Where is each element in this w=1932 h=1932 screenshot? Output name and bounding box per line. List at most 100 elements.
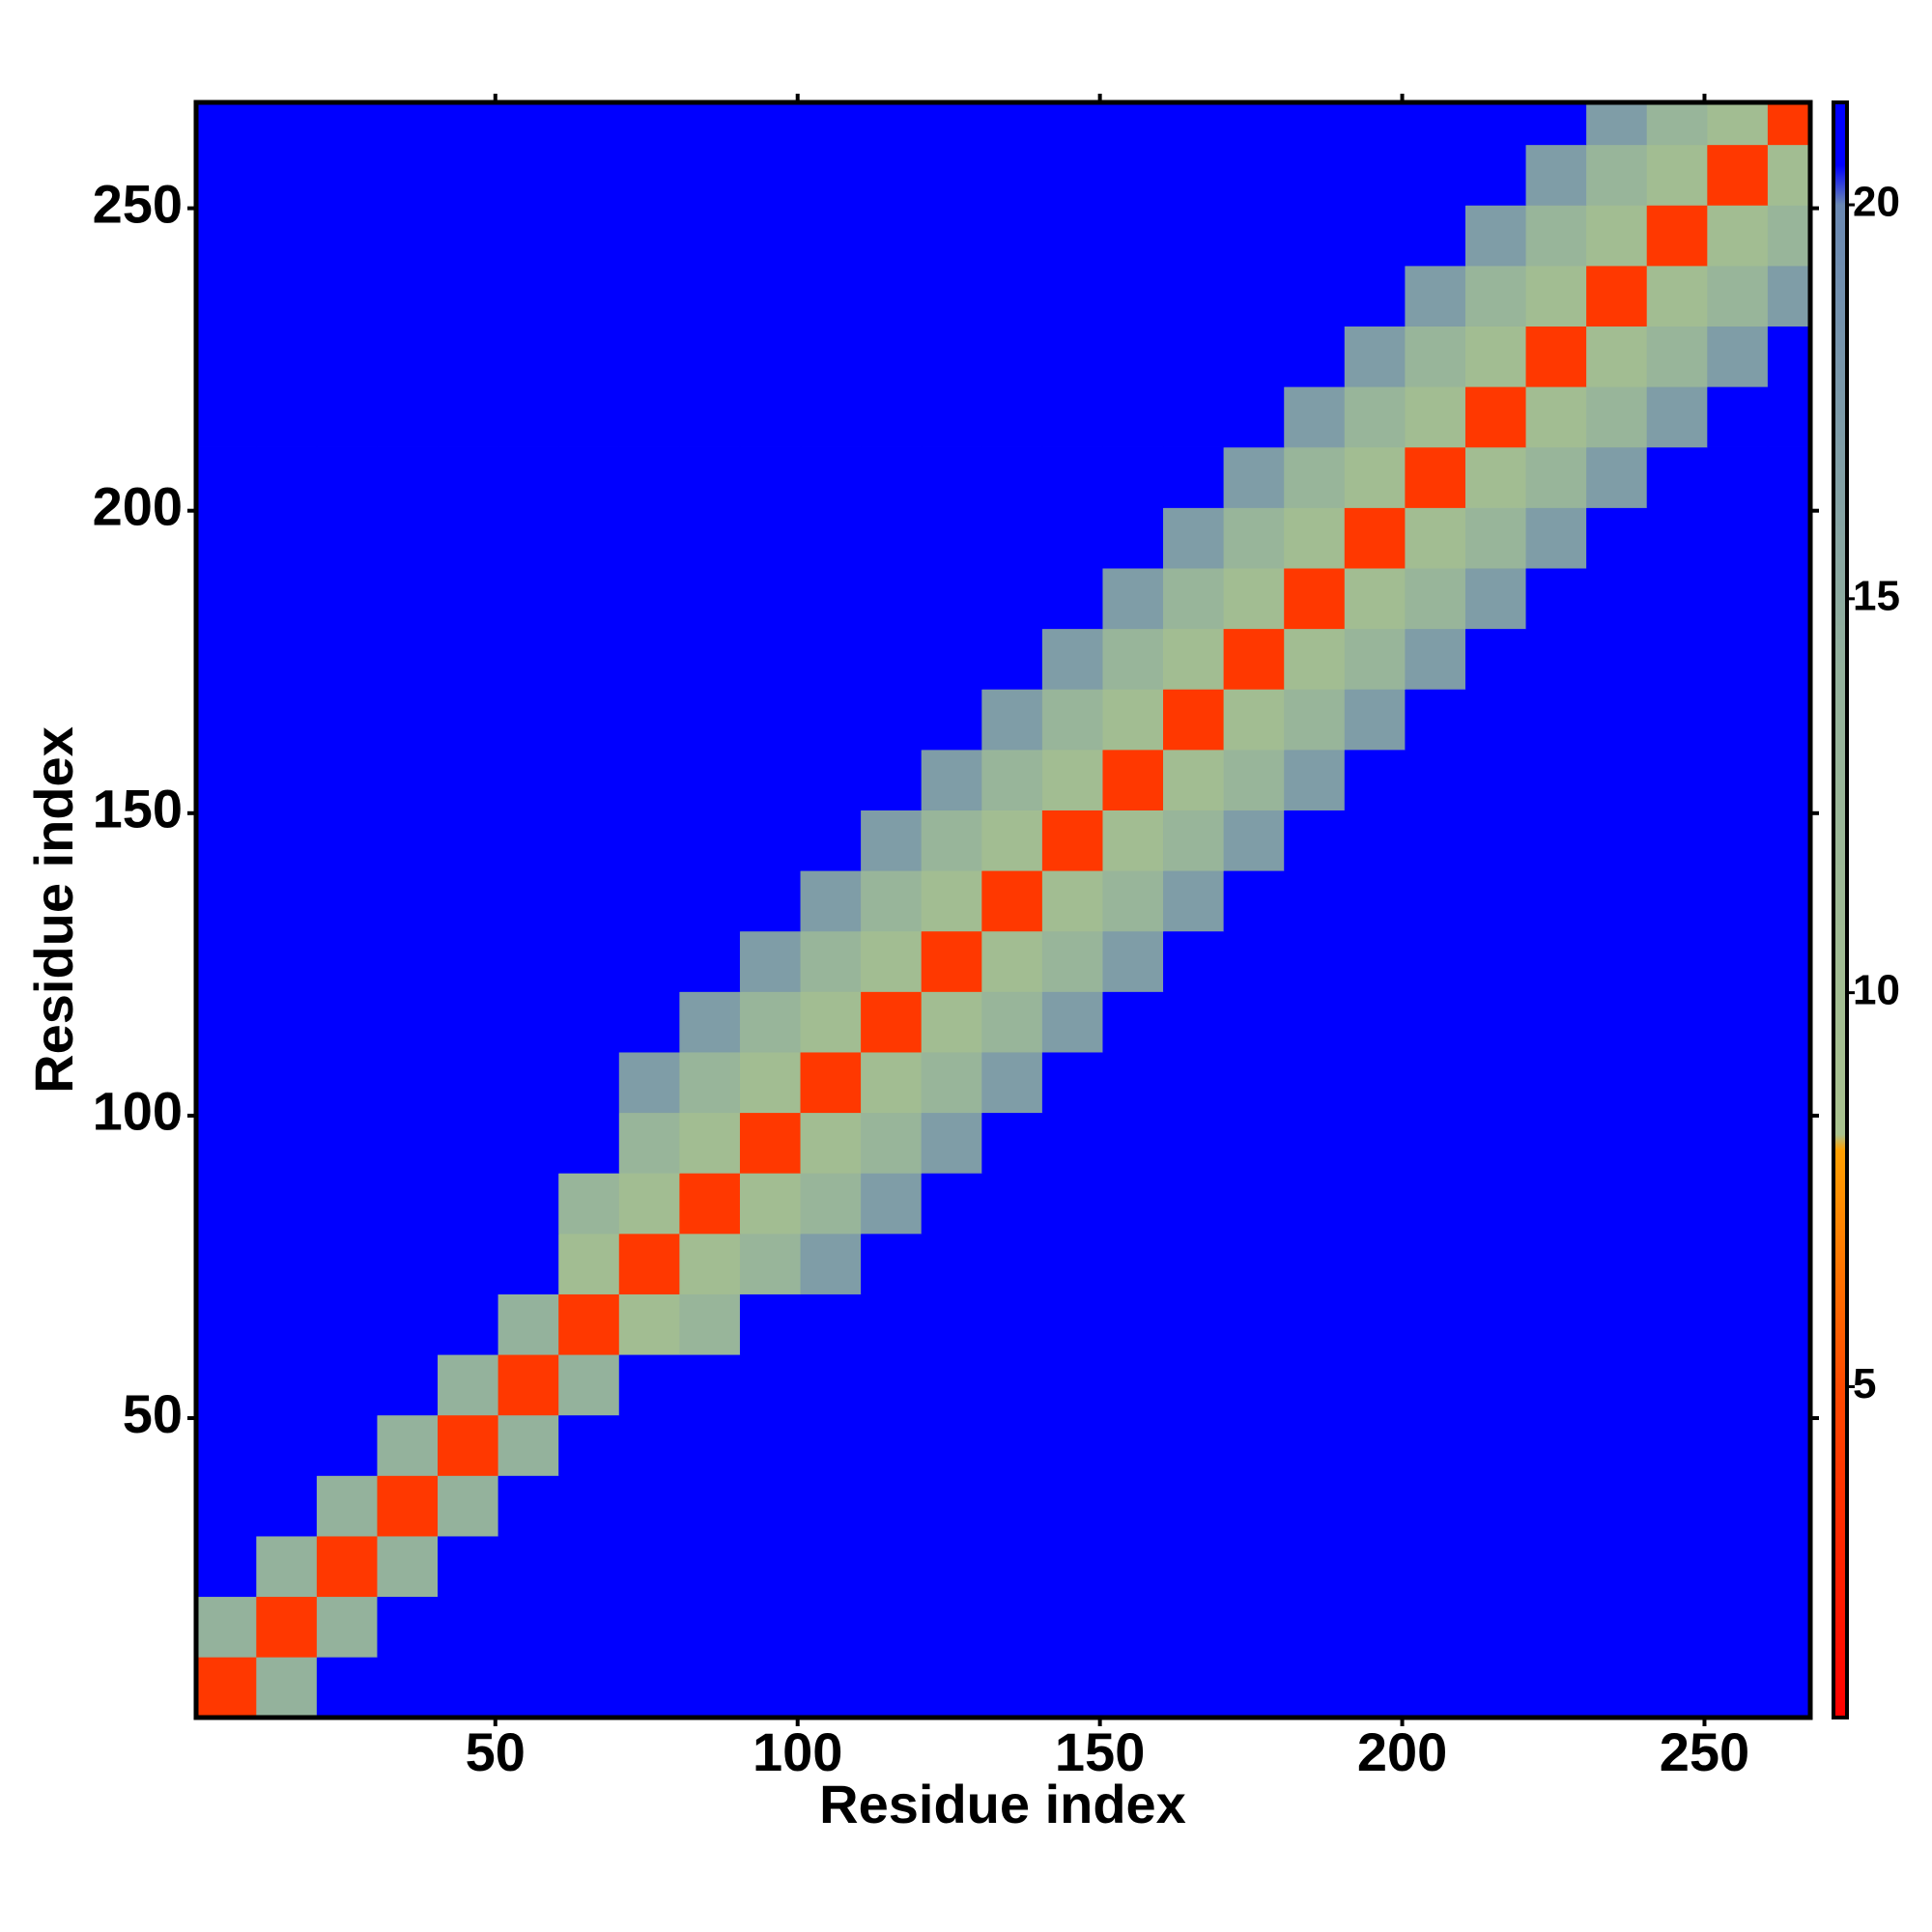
- heatmap-cell: [195, 265, 257, 327]
- heatmap-cell: [1707, 749, 1769, 810]
- heatmap-cell: [1223, 628, 1285, 690]
- heatmap-cell: [558, 689, 620, 751]
- heatmap-cell: [739, 1233, 802, 1294]
- heatmap-cell: [1284, 446, 1346, 508]
- heatmap-cell: [1223, 991, 1285, 1053]
- heatmap-cell: [618, 507, 680, 569]
- heatmap-cell: [256, 810, 318, 871]
- heatmap-cell: [861, 1475, 923, 1537]
- heatmap-cell: [377, 205, 439, 267]
- heatmap-cell: [316, 1475, 379, 1537]
- heatmap-cell: [921, 1051, 982, 1114]
- heatmap-cell: [195, 1414, 257, 1476]
- heatmap-cell: [1464, 1596, 1527, 1658]
- heatmap-cell: [377, 1414, 439, 1476]
- heatmap-cell: [1284, 386, 1346, 448]
- heatmap-cell: [1464, 446, 1527, 508]
- heatmap-cell: [1586, 810, 1648, 871]
- heatmap-cell: [438, 567, 499, 630]
- heatmap-cell: [1344, 1293, 1406, 1355]
- heatmap-cell: [921, 567, 982, 630]
- heatmap-cell: [1586, 101, 1648, 146]
- heatmap-cell: [316, 1353, 379, 1416]
- heatmap-cell: [256, 144, 318, 206]
- heatmap-cell: [195, 101, 257, 146]
- heatmap-cell: [800, 326, 862, 387]
- heatmap-cell: [921, 1596, 982, 1658]
- heatmap-cell: [739, 1353, 802, 1416]
- heatmap-cell: [800, 1596, 862, 1658]
- heatmap-cell: [1284, 1414, 1346, 1476]
- heatmap-cell: [316, 1414, 379, 1476]
- heatmap-cell: [1707, 1112, 1769, 1174]
- heatmap-cell: [739, 507, 802, 569]
- heatmap-cell: [438, 1353, 499, 1416]
- heatmap-cell: [1102, 265, 1164, 327]
- heatmap-cell: [558, 628, 620, 690]
- heatmap-cell: [1284, 144, 1346, 206]
- heatmap-cell: [377, 1112, 439, 1174]
- heatmap-cell: [377, 265, 439, 327]
- heatmap-cell: [1767, 991, 1811, 1053]
- heatmap-cell: [497, 1414, 559, 1476]
- heatmap-cell: [1223, 930, 1285, 992]
- heatmap-cell: [1284, 869, 1346, 932]
- colorbar-tick-label: 15: [1853, 572, 1900, 619]
- heatmap-cell: [739, 567, 802, 630]
- heatmap-cell: [1707, 1353, 1769, 1416]
- heatmap-cell: [1163, 1293, 1225, 1355]
- heatmap-cell: [1646, 930, 1708, 992]
- heatmap-cell: [1646, 869, 1708, 932]
- heatmap-cell: [438, 869, 499, 932]
- heatmap-cell: [195, 810, 257, 871]
- heatmap-cell: [981, 1353, 1043, 1416]
- heatmap-cell: [679, 101, 741, 146]
- heatmap-cell: [618, 446, 680, 508]
- heatmap-cell: [618, 326, 680, 387]
- heatmap-cell: [1223, 1233, 1285, 1294]
- heatmap-cell: [1344, 1173, 1406, 1235]
- heatmap-cell: [1525, 869, 1587, 932]
- heatmap-cell: [1405, 1173, 1466, 1235]
- heatmap-cell: [1464, 869, 1527, 932]
- heatmap-cell: [1163, 144, 1225, 206]
- heatmap-cell: [195, 1293, 257, 1355]
- heatmap-cell: [679, 386, 741, 448]
- heatmap-cell: [800, 1051, 862, 1114]
- heatmap-cell: [438, 507, 499, 569]
- heatmap-cell: [195, 991, 257, 1053]
- heatmap-cell: [377, 101, 439, 146]
- heatmap-cell: [981, 1293, 1043, 1355]
- heatmap-cell: [800, 1233, 862, 1294]
- heatmap-cell: [1405, 1535, 1466, 1598]
- heatmap-cell: [377, 1535, 439, 1598]
- heatmap-cell: [981, 1414, 1043, 1476]
- heatmap-cell: [1163, 386, 1225, 448]
- heatmap-cell: [1344, 869, 1406, 932]
- heatmap-cell: [497, 1535, 559, 1598]
- heatmap-cell: [438, 1233, 499, 1294]
- heatmap-cell: [1525, 1293, 1587, 1355]
- heatmap-cell: [618, 628, 680, 690]
- heatmap-cell: [438, 991, 499, 1053]
- heatmap-cell: [800, 1657, 862, 1719]
- heatmap-cell: [1041, 991, 1104, 1053]
- heatmap-cell: [195, 205, 257, 267]
- heatmap-cell: [739, 1475, 802, 1537]
- heatmap-cell: [1707, 628, 1769, 690]
- heatmap-cell: [1163, 1233, 1225, 1294]
- heatmap-cell: [1586, 1535, 1648, 1598]
- heatmap-cell: [739, 205, 802, 267]
- heatmap-cell: [1707, 1293, 1769, 1355]
- heatmap-cell: [1041, 1596, 1104, 1658]
- heatmap-cell: [1586, 689, 1648, 751]
- heatmap-cell: [800, 101, 862, 146]
- heatmap-cell: [1646, 991, 1708, 1053]
- heatmap-cell: [377, 689, 439, 751]
- heatmap-cell: [256, 386, 318, 448]
- heatmap-cell: [497, 689, 559, 751]
- heatmap-cell: [618, 991, 680, 1053]
- heatmap-cell: [1041, 1353, 1104, 1416]
- heatmap-cell: [1767, 1112, 1811, 1174]
- heatmap-cell: [1586, 628, 1648, 690]
